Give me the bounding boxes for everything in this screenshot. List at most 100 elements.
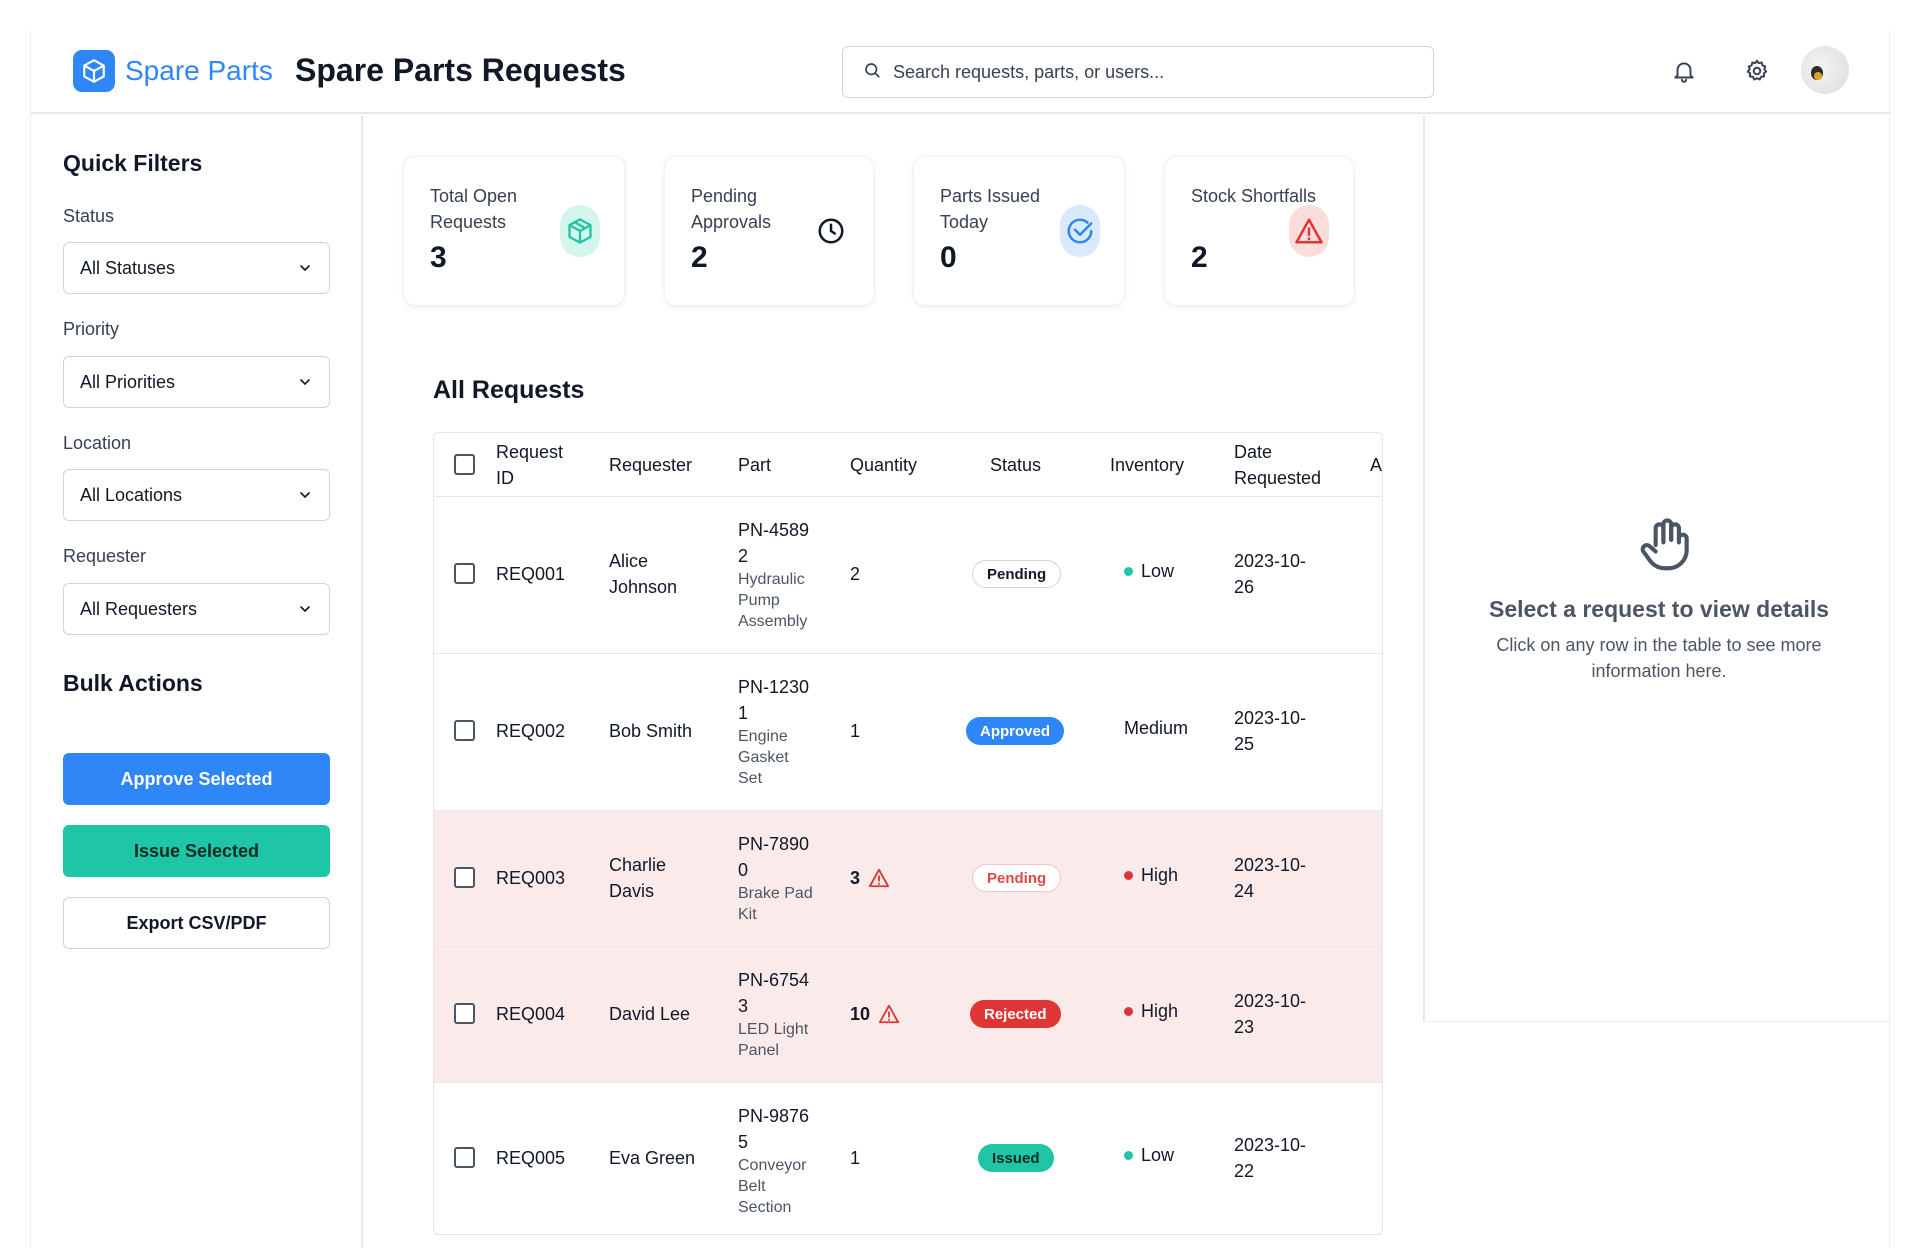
brand[interactable]: Spare Parts <box>73 50 273 92</box>
requests-table: Request ID Requester Part Quantity Statu… <box>433 432 1383 1235</box>
chevron-down-icon <box>300 492 310 499</box>
requester-filter-value: All Requesters <box>80 598 198 619</box>
search-icon <box>863 61 881 84</box>
part-name: Brake Pad Kit <box>738 885 813 923</box>
clock-icon <box>811 205 851 257</box>
part-name: Conveyor Belt Section <box>738 1157 807 1216</box>
part-number: PN-98765 <box>738 1106 810 1152</box>
row-checkbox[interactable] <box>454 720 475 741</box>
priority-filter-select[interactable]: All Priorities <box>63 356 330 408</box>
gear-icon[interactable] <box>1740 54 1774 88</box>
table-row[interactable]: REQ003 Charlie Davis PN-78900 Brake Pad … <box>434 811 1382 947</box>
status-badge: Pending <box>972 864 1062 892</box>
column-header-inventory[interactable]: Inventory <box>1110 455 1185 475</box>
approve-selected-button[interactable]: Approve Selected <box>63 753 330 805</box>
status-filter-select[interactable]: All Statuses <box>63 242 330 294</box>
quantity: 10 <box>850 1004 871 1024</box>
sidebar: Quick Filters Status All Statuses Priori… <box>31 116 363 1248</box>
requester-name: David Lee <box>609 1004 691 1024</box>
box-logo-icon <box>73 50 115 92</box>
quantity-cell: 10 <box>850 1001 900 1027</box>
details-empty-subtitle: Click on any row in the table to see mor… <box>1496 635 1822 681</box>
column-header-part[interactable]: Part <box>738 455 772 475</box>
inventory-level: High <box>1124 1001 1178 1022</box>
part-number: PN-45892 <box>738 520 810 566</box>
location-filter-value: All Locations <box>80 484 183 505</box>
part-cell: PN-12301 Engine Gasket Set <box>738 674 810 789</box>
hand-icon <box>1640 518 1689 571</box>
search-box[interactable] <box>842 46 1434 98</box>
export-button[interactable]: Export CSV/PDF <box>63 897 330 949</box>
stat-label: Stock Shortfalls <box>1191 186 1317 206</box>
row-checkbox[interactable] <box>454 563 475 584</box>
quantity: 2 <box>850 564 861 584</box>
chevron-down-icon <box>300 265 310 272</box>
quantity: 3 <box>850 868 861 888</box>
inventory-dot <box>1124 1151 1133 1160</box>
status-filter-label: Status <box>63 206 115 226</box>
location-filter-label: Location <box>63 433 132 453</box>
status-badge: Issued <box>978 1144 1054 1172</box>
select-all-checkbox[interactable] <box>454 454 475 475</box>
warning-icon <box>1289 205 1329 257</box>
request-id: REQ002 <box>496 721 566 741</box>
top-header: Spare Parts Spare Parts Requests <box>31 30 1891 114</box>
table-row[interactable]: REQ005 Eva Green PN-98765 Conveyor Belt … <box>434 1083 1382 1234</box>
quick-filters-heading: Quick Filters <box>63 150 203 176</box>
table-row[interactable]: REQ004 David Lee PN-67543 LED Light Pane… <box>434 947 1382 1083</box>
priority-filter-label: Priority <box>63 319 120 339</box>
column-header-quantity[interactable]: Quantity <box>850 455 918 475</box>
part-cell: PN-45892 Hydraulic Pump Assembly <box>738 517 814 632</box>
request-id: REQ004 <box>496 1004 566 1024</box>
details-empty-title: Select a request to view details <box>1488 596 1830 622</box>
column-header-request-id[interactable]: Request ID <box>496 442 564 488</box>
request-id: REQ003 <box>496 868 566 888</box>
inventory-label: High <box>1141 865 1179 885</box>
inventory-level: High <box>1124 865 1178 886</box>
stat-value: 0 <box>940 241 957 274</box>
check-circle-icon <box>1060 205 1100 257</box>
part-name: Engine Gasket Set <box>738 728 789 787</box>
row-checkbox[interactable] <box>454 1147 475 1168</box>
part-name: Hydraulic Pump Assembly <box>738 571 808 630</box>
date-requested: 2023-10-22 <box>1234 1135 1307 1181</box>
stat-value: 2 <box>691 241 708 274</box>
app-frame: Spare Parts Spare Parts Requests <box>30 30 1891 1248</box>
status-badge: Rejected <box>970 1000 1061 1028</box>
warning-icon <box>878 1004 900 1024</box>
inventory-dot <box>1124 1007 1133 1016</box>
location-filter-select[interactable]: All Locations <box>63 469 330 521</box>
column-header-requester[interactable]: Requester <box>609 455 693 475</box>
search-input[interactable] <box>893 61 1413 83</box>
details-panel: Select a request to view details Click o… <box>1423 116 1891 1022</box>
table-row[interactable]: REQ001 Alice Johnson PN-45892 Hydraulic … <box>434 497 1382 654</box>
column-header-actions[interactable]: A <box>1370 455 1383 475</box>
date-requested: 2023-10-25 <box>1234 708 1307 754</box>
inventory-dot <box>1124 567 1133 576</box>
inventory-label: High <box>1141 1001 1179 1021</box>
column-header-status[interactable]: Status <box>990 455 1042 475</box>
bell-icon[interactable] <box>1667 54 1701 88</box>
row-checkbox[interactable] <box>454 867 475 888</box>
issue-selected-button[interactable]: Issue Selected <box>63 825 330 877</box>
row-checkbox[interactable] <box>454 1003 475 1024</box>
stat-label: Total Open Requests <box>430 186 518 232</box>
part-name: LED Light Panel <box>738 1021 809 1059</box>
inventory-label: Low <box>1141 561 1175 581</box>
part-cell: PN-78900 Brake Pad Kit <box>738 831 814 925</box>
part-cell: PN-67543 LED Light Panel <box>738 967 814 1061</box>
request-id: REQ005 <box>496 1148 566 1168</box>
inventory-label: Medium <box>1124 718 1189 738</box>
table-row[interactable]: REQ002 Bob Smith PN-12301 Engine Gasket … <box>434 654 1382 811</box>
avatar[interactable] <box>1801 46 1849 94</box>
requester-filter-select[interactable]: All Requesters <box>63 583 330 635</box>
warning-icon <box>868 868 890 888</box>
part-cell: PN-98765 Conveyor Belt Section <box>738 1103 814 1218</box>
part-number: PN-12301 <box>738 677 810 723</box>
stat-value: 2 <box>1191 241 1208 274</box>
requester-name: Eva Green <box>609 1148 696 1168</box>
status-filter-value: All Statuses <box>80 257 176 278</box>
box-icon <box>560 205 600 257</box>
request-id: REQ001 <box>496 564 566 584</box>
column-header-date-requested[interactable]: Date Requested <box>1234 442 1322 488</box>
